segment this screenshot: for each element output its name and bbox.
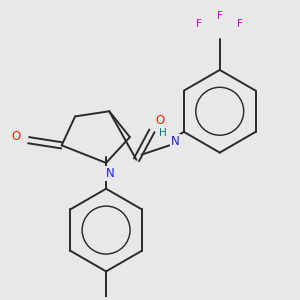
Text: N: N	[106, 167, 115, 180]
Text: F: F	[196, 20, 202, 29]
Text: H: H	[159, 128, 167, 138]
Text: F: F	[238, 20, 243, 29]
Text: O: O	[12, 130, 21, 142]
Text: N: N	[171, 135, 180, 148]
Text: F: F	[217, 11, 223, 21]
Text: O: O	[156, 114, 165, 127]
